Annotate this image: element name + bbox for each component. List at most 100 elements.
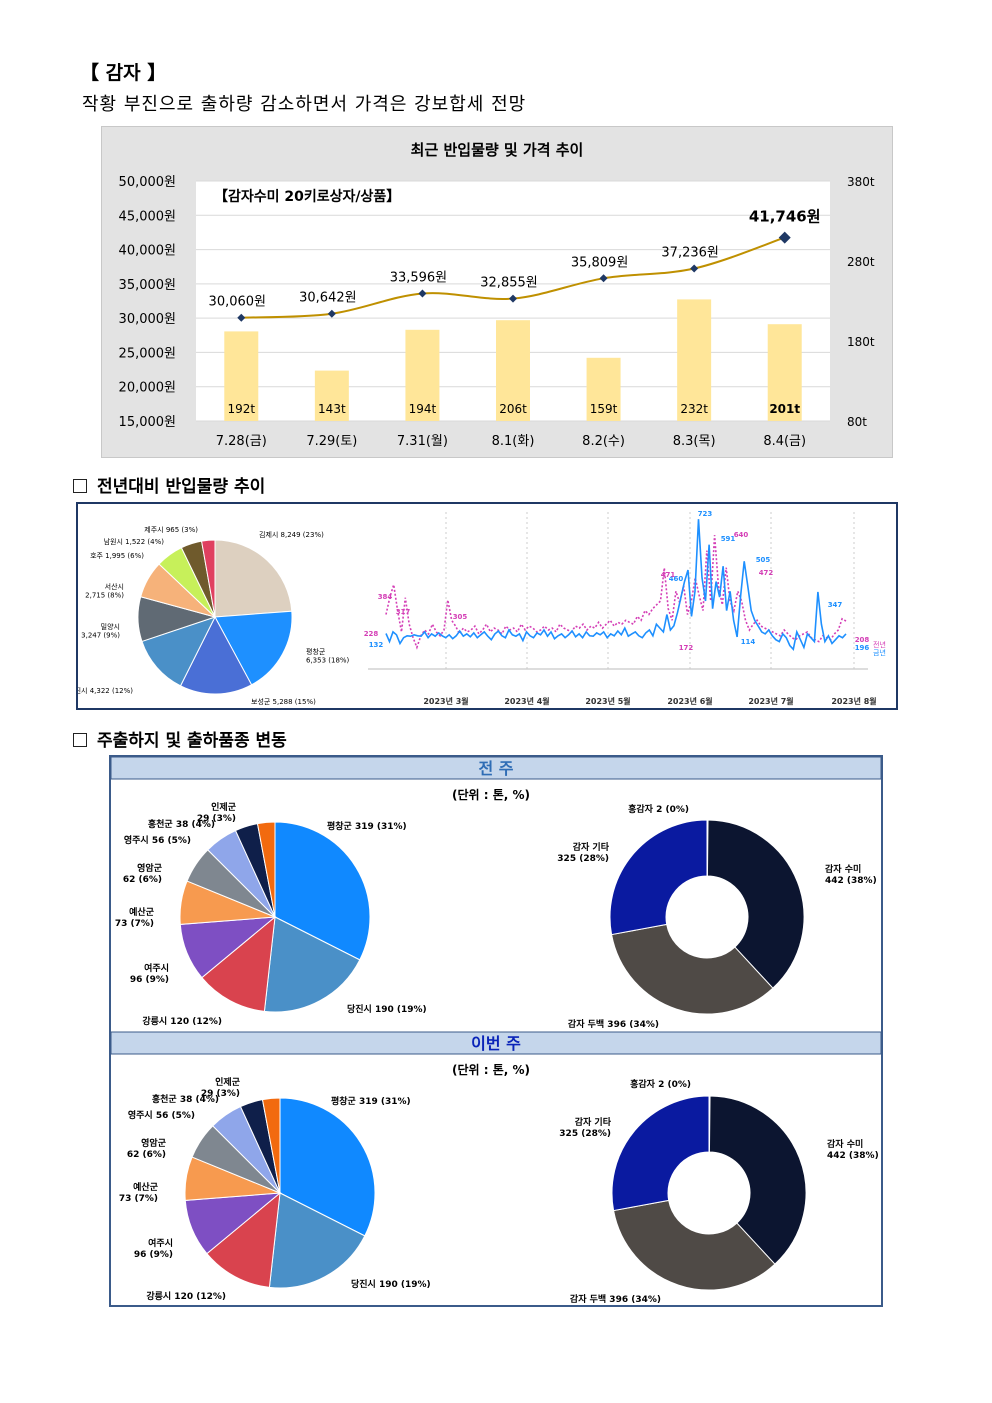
peak-label: 472 — [759, 569, 774, 577]
variety-slice — [611, 923, 774, 1015]
x-tick-label: 8.1(화) — [492, 434, 535, 449]
donut-label: 감자 수미 442 (38%) — [827, 1138, 879, 1161]
price-label: 33,596원 — [390, 270, 447, 285]
region-slice — [214, 610, 293, 686]
pie-label: 평창군 319 (31%) — [331, 1095, 411, 1107]
pie-label: 예산군 73 (7%) — [115, 906, 155, 929]
section-title: 【 감자 】 — [80, 62, 167, 84]
region-slice — [206, 1191, 281, 1288]
donut-label: 감자 두백 396 (34%) — [570, 1293, 661, 1305]
volume-label: 201t — [769, 402, 800, 416]
price-label: 41,746원 — [749, 208, 821, 226]
x-tick-label: 8.4(금) — [763, 434, 806, 449]
price-label: 37,236원 — [661, 246, 718, 261]
chart-inner-label: 【감자수미 20키로상자/상품】 — [214, 188, 400, 205]
pie-label: 제주시 965 (3%) — [144, 526, 198, 534]
month-label: 2023년 5월 — [585, 696, 630, 706]
peak-label: 460 — [669, 575, 684, 583]
variety-slice — [609, 819, 708, 936]
pie-label: 예산군 73 (7%) — [119, 1181, 159, 1204]
volume-bar — [677, 299, 712, 421]
peak-label: 347 — [828, 601, 843, 609]
month-label: 2023년 7월 — [748, 696, 793, 706]
volume-label: 194t — [409, 402, 437, 416]
y2-tick-label: 380t — [847, 175, 875, 189]
donut-label: 감자 기타 325 (28%) — [557, 841, 609, 864]
region-slice — [201, 915, 276, 1012]
pie-label: 호주 1,995 (6%) — [90, 552, 144, 560]
peak-label: 114 — [741, 638, 756, 646]
pie-label: 영암군 62 (6%) — [123, 862, 163, 885]
peak-label: 305 — [453, 613, 468, 621]
peak-label: 196 — [855, 644, 870, 652]
pie-label: 영암군 62 (6%) — [127, 1137, 167, 1160]
yoy-panel: 김제시 8,249 (23%) 평창군 6,353 (18%) 보성군 5,288 (… — [68, 502, 898, 710]
week-title: 이번 주 — [471, 1034, 521, 1053]
y2-tick-label: 80t — [847, 415, 867, 429]
peak-label: 208 — [855, 636, 870, 644]
pie-label: 당진시 190 (19%) — [351, 1278, 431, 1290]
combo-chart: 최근 반입물량 및 가격 추이 50,000원 45,000원 40,000원 35,0… — [119, 141, 875, 449]
peak-label: 132 — [369, 641, 384, 649]
pie-label: 홍천군 38 (4%) — [152, 1093, 219, 1105]
y-tick-label: 25,000원 — [119, 346, 176, 361]
y2-tick-label: 280t — [847, 255, 875, 269]
donut-label: 홍감자 2 (0%) — [628, 803, 689, 815]
region-slice — [261, 1097, 281, 1194]
pie-label: 남원시 1,522 (4%) — [104, 537, 165, 546]
volume-bar — [767, 324, 802, 421]
section2-heading: 전년대비 반입물량 추이 — [73, 472, 265, 497]
shipping-panel: 전 주 (단위 : 톤, %) 평창군 319 (31%) 당진시 190 (19%)… — [109, 755, 883, 1307]
region-slice — [263, 916, 361, 1013]
x-tick-label: 7.31(월) — [397, 434, 448, 449]
y-tick-label: 15,000원 — [119, 415, 176, 430]
region-slice — [141, 616, 216, 687]
volume-bar — [405, 329, 440, 421]
month-label: 2023년 6월 — [667, 696, 712, 706]
donut-label: 홍감자 2 (0%) — [630, 1078, 691, 1090]
price-marker — [509, 294, 517, 303]
volume-label: 206t — [499, 402, 527, 416]
x-tick-label: 8.2(수) — [582, 434, 625, 449]
month-label: 2023년 8월 — [831, 696, 876, 706]
region-slice — [268, 1192, 366, 1289]
combo-chart-panel: 최근 반입물량 및 가격 추이 50,000원 45,000원 40,000원 35,0… — [101, 126, 893, 458]
section3-heading: 주출하지 및 출하품종 변동 — [73, 726, 287, 751]
variety-slice — [613, 1199, 776, 1291]
volume-label: 192t — [227, 402, 255, 416]
y-tick-label: 30,000원 — [119, 312, 176, 327]
variety-slice — [708, 1095, 807, 1265]
pie-label: 밀양시 3,247 (9%) — [81, 623, 120, 639]
y-tick-label: 45,000원 — [119, 209, 176, 224]
price-marker — [237, 313, 246, 322]
price-marker — [327, 309, 336, 318]
yoy-chart: 김제시 8,249 (23%) 평창군 6,353 (18%) 보성군 5,288 (… — [68, 510, 886, 706]
pie-label: 평창군 6,353 (18%) — [306, 647, 350, 664]
current-year-line — [385, 519, 847, 651]
pie-label: 여주시 96 (9%) — [134, 1237, 173, 1260]
peak-label: 228 — [364, 630, 379, 638]
legend-prev: 전년 — [873, 640, 886, 649]
week-title: 전 주 — [478, 759, 513, 778]
peak-label: 640 — [734, 531, 749, 539]
pie-label: 홍천군 38 (4%) — [148, 818, 215, 830]
region-slice — [201, 539, 216, 618]
pie-label: 인제군 29 (3%) — [197, 801, 237, 824]
peak-label: 172 — [679, 644, 694, 652]
price-label: 32,855원 — [480, 276, 537, 291]
prev-year-line — [385, 535, 847, 650]
pie-label: 당진시 4,322 (12%) — [78, 686, 133, 695]
peak-label: 317 — [396, 608, 411, 616]
variety-slice — [611, 1095, 710, 1212]
region-slice — [274, 821, 371, 961]
volume-bar — [314, 370, 349, 421]
chart-title: 최근 반입물량 및 가격 추이 — [411, 141, 584, 159]
price-marker — [778, 231, 791, 244]
pie-label: 당진시 190 (19%) — [347, 1003, 427, 1015]
pie-label: 평창군 319 (31%) — [327, 820, 407, 832]
shipping-chart: 전 주 (단위 : 톤, %) 평창군 319 (31%) 당진시 190 (19%)… — [110, 756, 882, 1305]
donut-label: 감자 수미 442 (38%) — [825, 863, 877, 886]
unit-label: (단위 : 톤, %) — [452, 787, 530, 802]
x-tick-label: 7.28(금) — [216, 434, 267, 449]
region-slice — [279, 1097, 376, 1237]
